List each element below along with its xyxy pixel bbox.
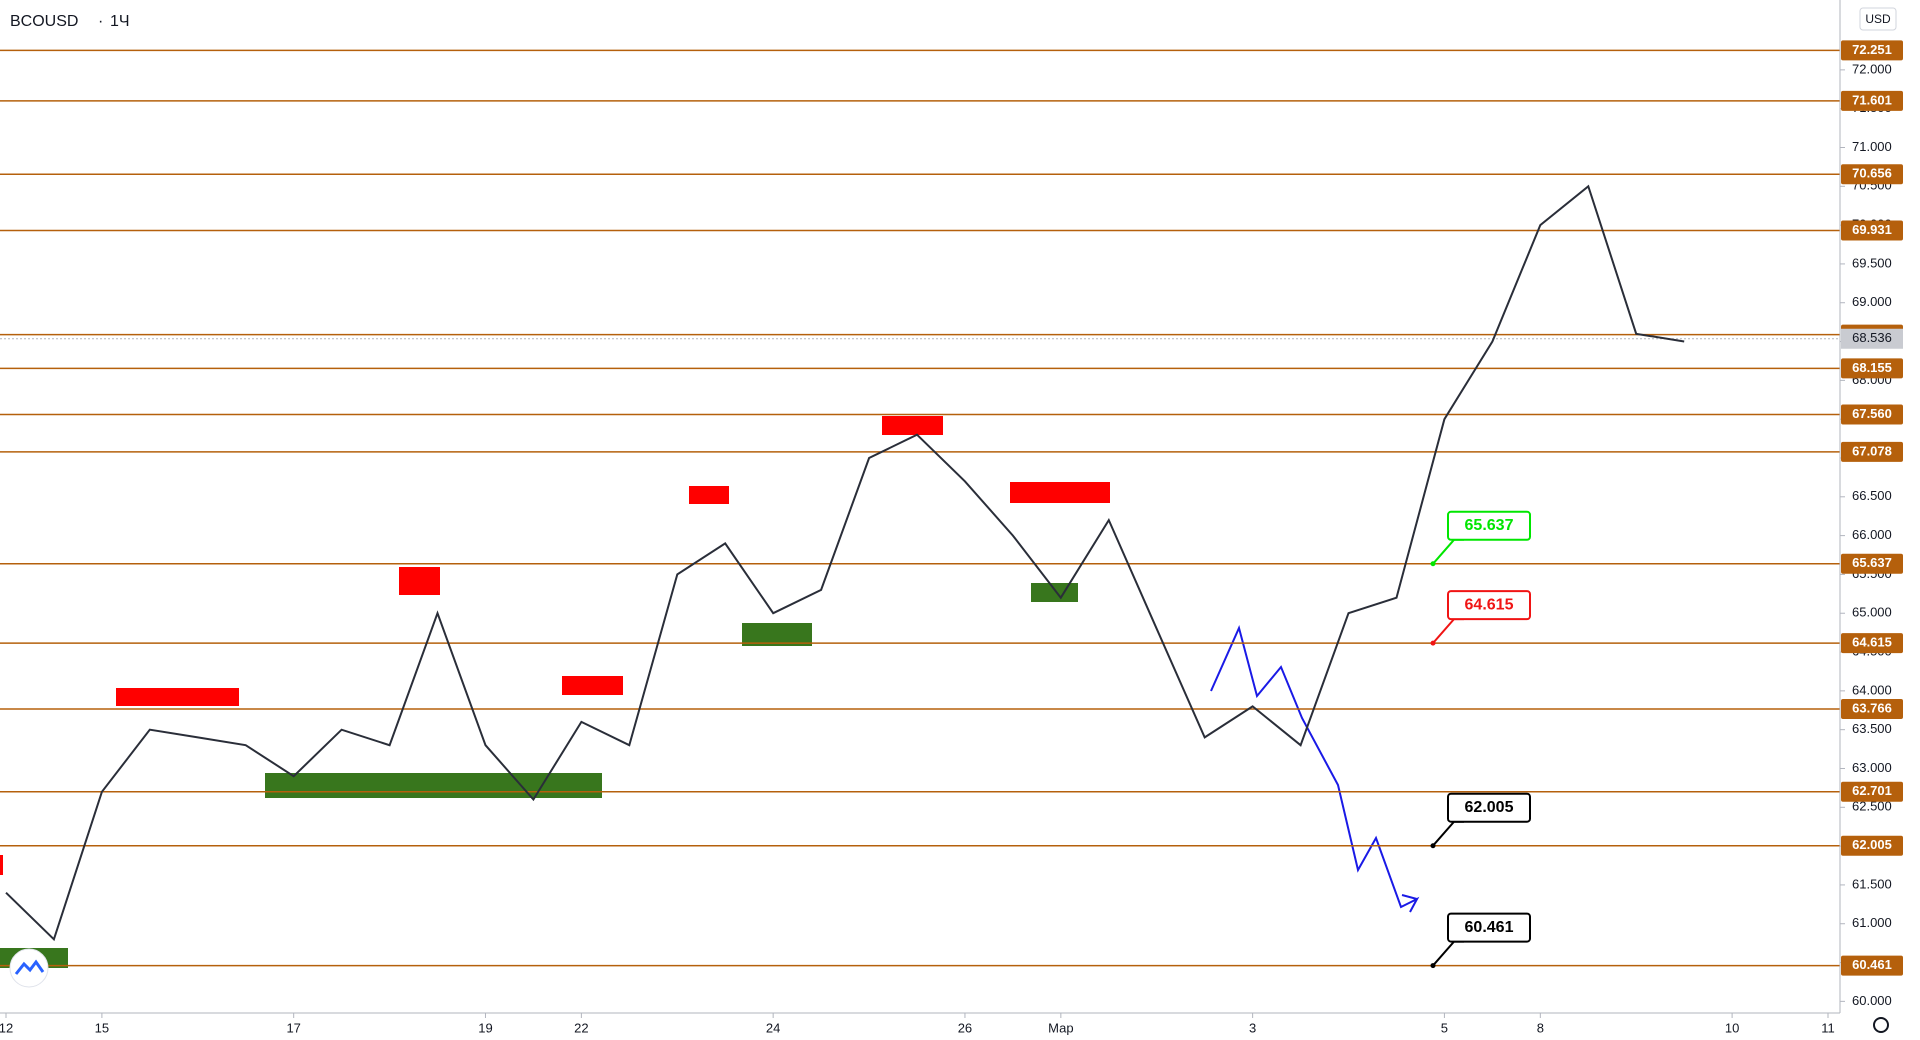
callout-label: 65.637 [1465,517,1514,534]
y-tick-label: 63.500 [1852,721,1892,736]
currency[interactable]: USD [1865,12,1891,26]
level-label: 63.766 [1852,700,1892,715]
zones [0,416,1420,968]
level-label-box [1841,358,1903,379]
x-tick-label: 8 [1537,1020,1544,1035]
price-line [5,184,1685,942]
x-tick-label: 11 [1821,1020,1835,1035]
level-label-box [1841,781,1903,802]
x-tick-label: 17 [286,1020,300,1035]
demand-zone [1031,583,1078,602]
level-label: 68.155 [1852,360,1892,375]
demand-zone [742,623,812,646]
level-label: 62.701 [1852,783,1892,798]
callout-box [1447,590,1531,621]
level-label-box [1841,40,1903,61]
supply-zone [0,855,3,875]
x-tick-label: 3 [1249,1020,1256,1035]
projection-arrow [1210,624,1420,913]
level-label-box [1841,220,1903,241]
y-tick-label: 62.500 [1852,799,1892,814]
level-label-box [1841,633,1903,654]
logo-icon [14,959,45,975]
level-label: 70.656 [1852,166,1892,181]
callout-label: 62.005 [1465,799,1514,816]
level-label: 71.601 [1852,92,1892,107]
x-tick-label: 24 [766,1020,780,1035]
settings-icon[interactable] [1873,1017,1889,1033]
level-label-box [1841,699,1903,720]
level-label-box [1841,553,1903,574]
level-label-box [1841,441,1903,462]
level-label: 67.078 [1852,443,1892,458]
supply-zone [116,688,239,706]
callout-box [1447,912,1531,943]
y-tick-label: 65.000 [1852,605,1892,620]
separator: · [98,13,103,30]
callout-box [1447,792,1531,823]
x-tick-label: 22 [574,1020,588,1035]
x-tick-label: 19 [478,1020,492,1035]
y-tick-label: 66.000 [1852,527,1892,542]
callout-dot [1430,963,1436,969]
y-tick-label: 60.000 [1852,993,1892,1008]
y-tick-label: 69.000 [1852,294,1892,309]
y-tick-label: 63.000 [1852,760,1892,775]
level-label-box [1841,955,1903,976]
x-tick-label: 26 [958,1020,972,1035]
x-tick-label: Мар [1048,1020,1073,1035]
level-label-box [1841,90,1903,111]
y-tick-label: 64.000 [1852,682,1892,697]
supply-zone [1010,482,1110,503]
x-tick-label: 10 [1725,1020,1739,1035]
y-tick-label: 61.000 [1852,915,1892,930]
y-tick-label: 66.500 [1852,488,1892,503]
y-tick-label: 72.000 [1852,61,1892,76]
level-label-box [1841,835,1903,856]
y-tick-label: 71.000 [1852,139,1892,154]
level-label-box [1841,404,1903,425]
x-tick-label: 12 [0,1020,13,1035]
currency-box[interactable] [1859,7,1897,31]
callout-dot [1430,843,1436,849]
callout-label: 64.615 [1465,596,1514,613]
supply-zone [399,567,440,595]
y-tick-label: 69.500 [1852,255,1892,270]
x-tick-label: 15 [95,1020,109,1035]
level-label: 69.931 [1852,222,1892,237]
y-tick-label: 61.500 [1852,876,1892,891]
callout-dot [1430,561,1436,567]
supply-zone [562,676,623,695]
last-price-label: 68.536 [1852,330,1892,345]
level-label: 64.615 [1852,635,1892,650]
supply-zone [689,486,729,504]
symbol: BCOUSD [10,13,78,30]
callout-dot [1430,640,1436,646]
interval: 1Ч [110,13,130,30]
level-label: 65.637 [1852,555,1892,570]
level-label: 60.461 [1852,957,1892,972]
callout-box [1447,510,1531,541]
x-tick-label: 5 [1441,1020,1448,1035]
demand-zone [265,773,602,798]
level-label: 67.560 [1852,406,1892,421]
last-price-box [1841,328,1903,349]
callout-label: 60.461 [1465,919,1514,936]
supply-zone [882,416,943,435]
level-label: 62.005 [1852,837,1892,852]
level-label: 72.251 [1852,42,1892,57]
level-label-box [1841,164,1903,185]
plot-area [0,49,1840,967]
overlays: 72.25171.60170.65669.93168.58968.15567.5… [1430,40,1903,976]
